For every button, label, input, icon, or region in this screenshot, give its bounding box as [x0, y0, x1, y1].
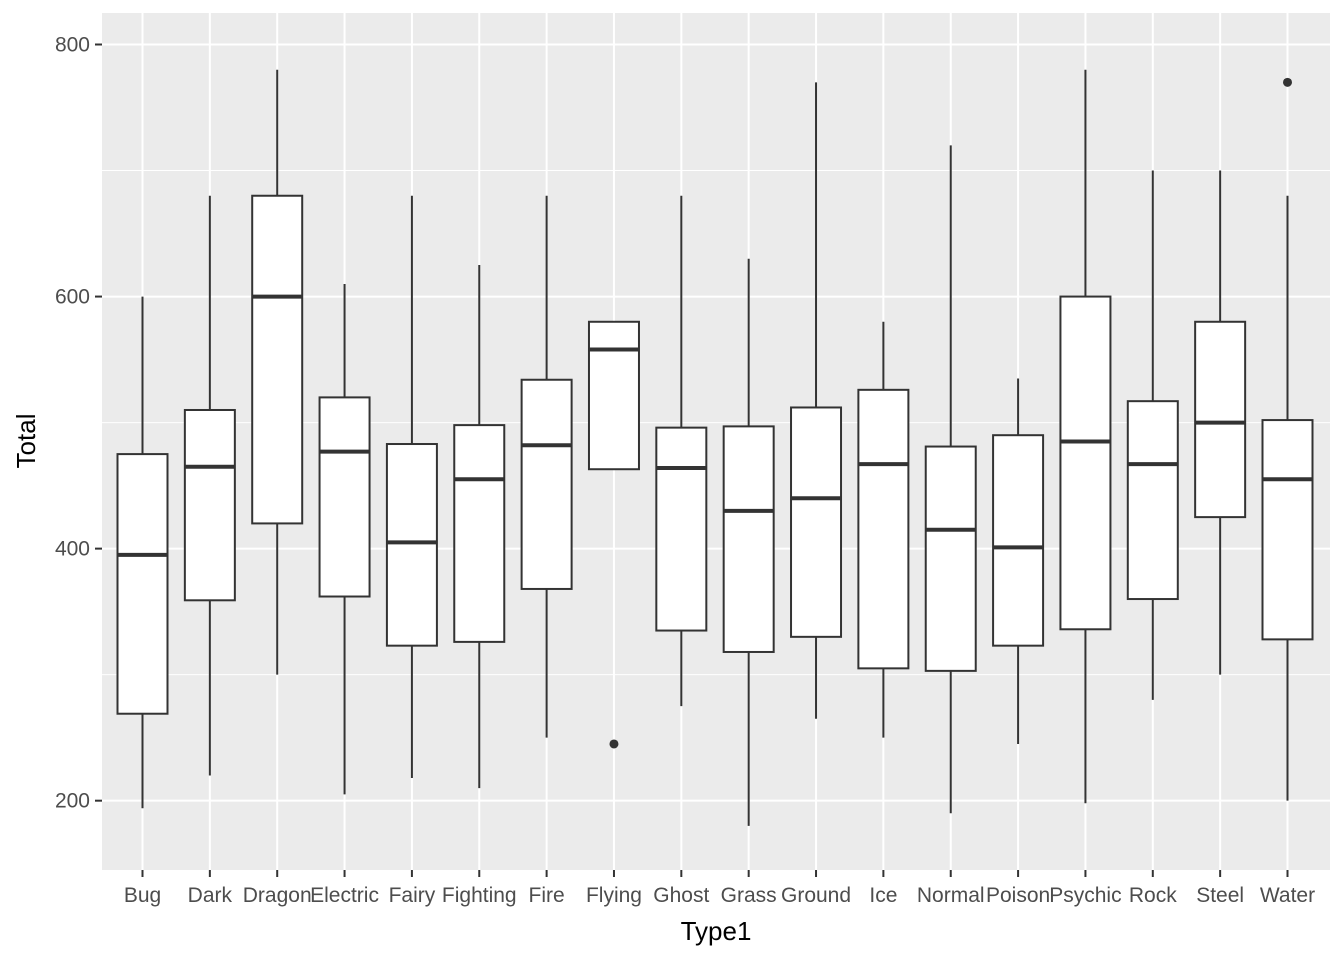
- x-tick-label: Water: [1260, 884, 1315, 907]
- y-tick-label: 600: [55, 286, 90, 309]
- x-tick-label: Flying: [586, 884, 642, 907]
- x-tick-label: Psychic: [1049, 884, 1121, 907]
- box-ice: [857, 321, 910, 738]
- box-bug: [116, 296, 169, 809]
- box-dragon: [251, 69, 304, 675]
- x-tick-label: Poison: [986, 884, 1050, 907]
- box-iqr: [924, 445, 977, 672]
- box-grass: [722, 258, 775, 826]
- box-iqr: [520, 378, 573, 590]
- box-iqr: [722, 425, 775, 653]
- x-tick-label: Rock: [1129, 884, 1177, 907]
- box-ghost: [655, 195, 708, 707]
- outlier-point: [609, 739, 619, 749]
- grid-minor: [102, 170, 1330, 676]
- box-iqr: [318, 396, 371, 598]
- x-tick-label: Steel: [1196, 884, 1244, 907]
- box-poison: [992, 378, 1045, 744]
- box-ground: [790, 82, 843, 719]
- x-tick-label: Normal: [917, 884, 985, 907]
- x-tick-label: Fire: [529, 884, 565, 907]
- box-water: [1261, 77, 1314, 801]
- box-dark: [183, 195, 236, 776]
- x-tick-label: Ice: [869, 884, 897, 907]
- box-iqr: [116, 453, 169, 715]
- box-iqr: [992, 434, 1045, 647]
- x-tick-label: Electric: [310, 884, 379, 907]
- y-axis-title: Total: [11, 414, 41, 469]
- x-tick-label: Fairy: [389, 884, 436, 907]
- box-psychic: [1059, 69, 1112, 804]
- box-iqr: [790, 406, 843, 638]
- plot-panel: [102, 13, 1330, 870]
- box-steel: [1194, 170, 1247, 675]
- box-rock: [1126, 170, 1179, 700]
- box-iqr: [587, 320, 640, 471]
- x-tick-label: Fighting: [442, 884, 517, 907]
- x-axis-title: Type1: [681, 916, 752, 946]
- x-tick-label: Dragon: [243, 884, 312, 907]
- box-iqr: [251, 194, 304, 525]
- box-fire: [520, 195, 573, 738]
- outlier-point: [1283, 77, 1292, 87]
- box-iqr: [857, 388, 910, 670]
- y-tick-label: 800: [55, 34, 90, 57]
- box-normal: [924, 145, 977, 814]
- x-tick-label: Ground: [781, 884, 851, 907]
- box-electric: [318, 283, 371, 795]
- x-tick-label: Bug: [124, 884, 161, 907]
- y-tick-label: 400: [55, 538, 90, 561]
- box-iqr: [655, 426, 708, 632]
- box-iqr: [1261, 419, 1314, 641]
- x-tick-label: Dark: [188, 884, 233, 907]
- x-tick-label: Ghost: [653, 884, 709, 907]
- y-axis: 200 400 600 800: [55, 34, 102, 813]
- box-iqr: [453, 424, 506, 643]
- box-iqr: [1059, 295, 1112, 631]
- box-iqr: [385, 443, 438, 647]
- box-fighting: [453, 265, 506, 789]
- x-tick-label: Grass: [721, 884, 777, 907]
- box-iqr: [183, 408, 236, 602]
- box-iqr: [1126, 400, 1179, 601]
- box-iqr: [1194, 320, 1247, 519]
- box-flying: [587, 320, 640, 749]
- boxes: [116, 69, 1314, 826]
- box-fairy: [385, 195, 438, 778]
- y-tick-label: 200: [55, 790, 90, 813]
